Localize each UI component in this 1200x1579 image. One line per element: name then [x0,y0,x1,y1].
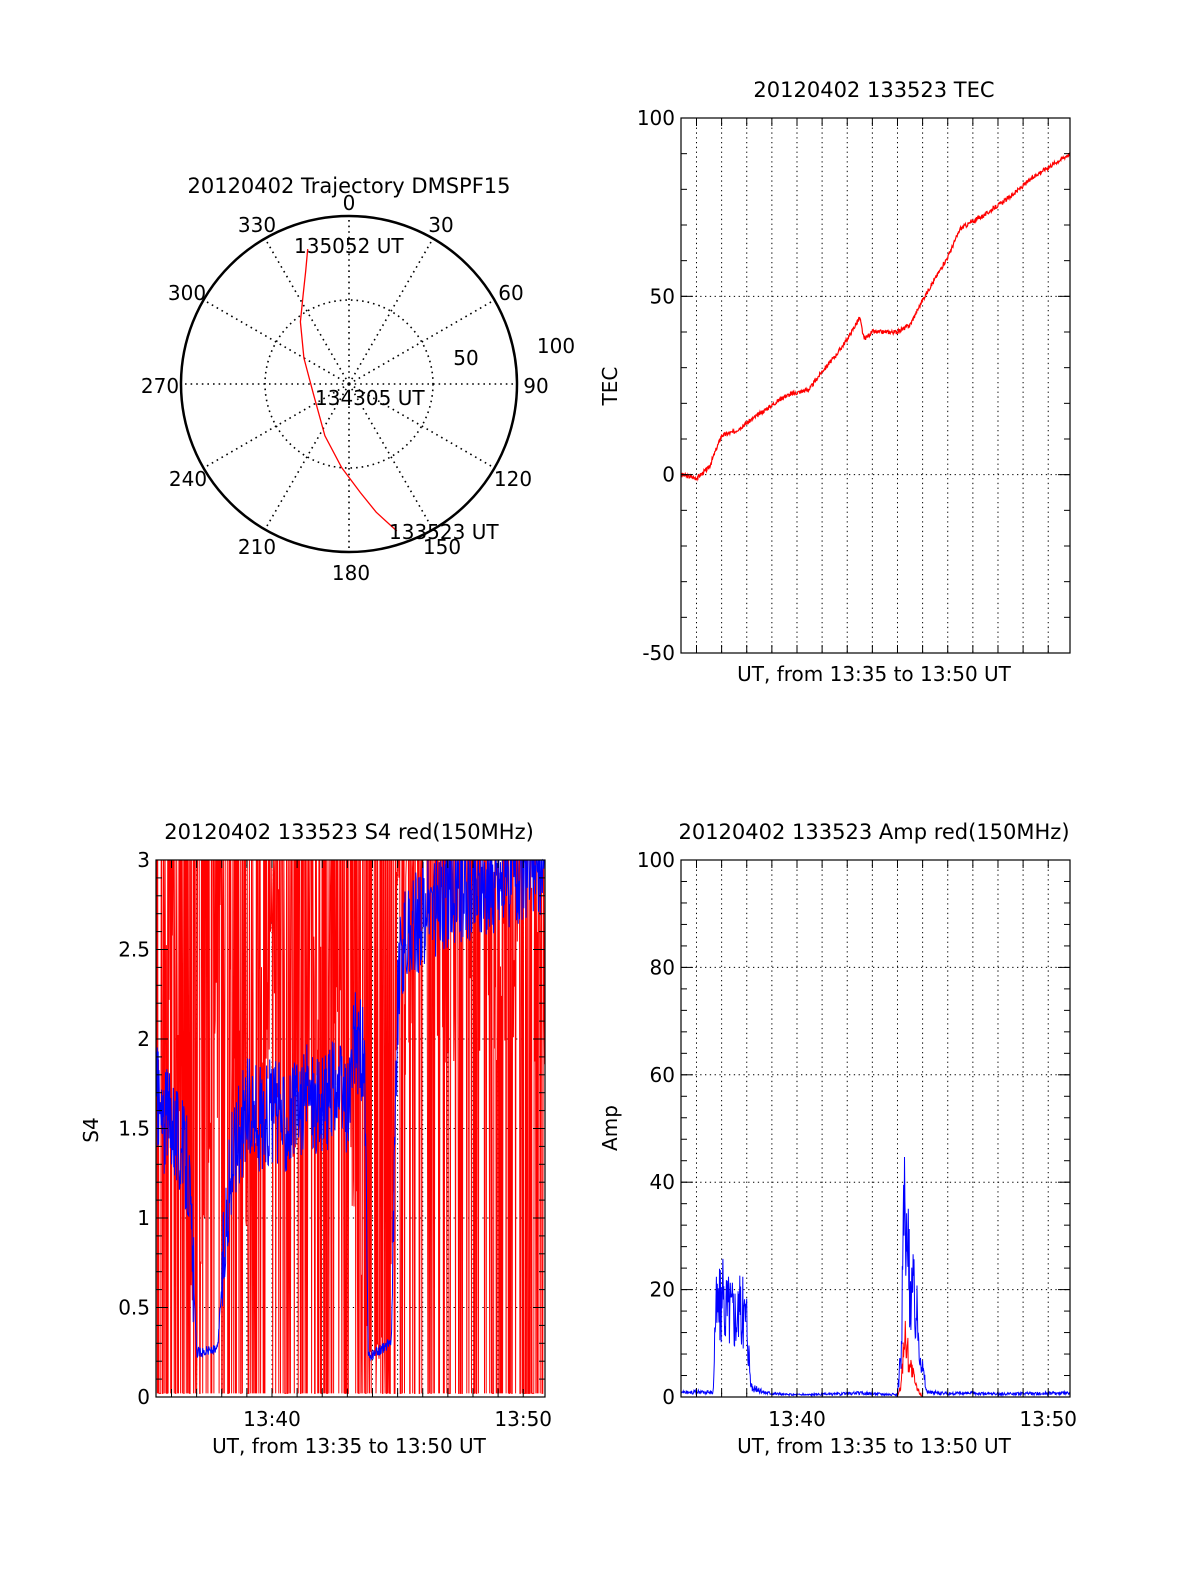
amp-series-primary [681,1320,1070,1398]
s4-y-tick-label: 1 [137,1206,150,1230]
azimuth-label-300: 300 [168,281,206,305]
polar-title: 20120402 Trajectory DMSPF15 [187,174,510,198]
radius-label-100: 100 [537,334,575,358]
tec-title: 20120402 133523 TEC [753,78,994,102]
amp-y-tick-label: 40 [650,1170,675,1194]
tec-plot-frame [680,117,1071,654]
tec-ticks [681,117,1070,654]
tec-y-tick-label: 100 [637,106,675,130]
s4-x-tick-label: 13:50 [494,1407,552,1431]
azimuth-label-90: 90 [523,374,548,398]
amp-y-tick-label: 100 [637,848,675,872]
s4-ticks [156,859,545,1398]
azimuth-label-0: 0 [343,191,356,215]
amp-x-tick-label: 13:50 [1019,1407,1077,1431]
trajectory-polar-chart: 20120402 Trajectory DMSPF15 0 30 60 90 1… [141,174,575,585]
polar-spoke [203,299,350,385]
tec-chart: 20120402 133523 TEC -50 0 50 100 UT, from 1… [598,78,1071,686]
azimuth-label-60: 60 [498,281,523,305]
tec-series-primary [680,151,1071,482]
tec-y-tick-label: -50 [642,641,675,665]
s4-series-primary [155,859,546,1394]
amp-title: 20120402 133523 Amp red(150MHz) [678,820,1069,844]
tec-ylabel: TEC [598,367,622,407]
s4-series [155,858,546,1394]
polar-spoke [264,383,350,530]
polar-spokes [181,216,517,552]
amp-xlabel: UT, from 13:35 to 13:50 UT [737,1434,1012,1458]
azimuth-label-270: 270 [141,374,179,398]
polar-spoke [348,238,434,385]
amp-y-tick-label: 80 [650,955,675,979]
trajectory-start-label: 133523 UT [389,520,499,544]
s4-y-tick-label: 3 [137,848,150,872]
amp-gridlines [681,860,1070,1397]
azimuth-label-180: 180 [332,561,370,585]
amp-tick-labels: 0 20 40 60 80 100 13:40 13:50 [637,848,1077,1431]
polar-spoke [348,383,495,469]
amp-ylabel: Amp [598,1105,622,1151]
s4-ylabel: S4 [79,1117,103,1142]
polar-spoke [203,383,350,469]
amp-y-tick-label: 60 [650,1063,675,1087]
s4-title: 20120402 133523 S4 red(150MHz) [164,820,534,844]
amp-ticks [681,859,1070,1398]
azimuth-label-120: 120 [494,467,532,491]
tec-gridlines [681,118,1070,653]
amp-series-secondary [680,1156,1071,1398]
amp-y-tick-label: 0 [662,1385,675,1409]
azimuth-label-330: 330 [238,213,276,237]
s4-y-tick-label: 0.5 [118,1296,150,1320]
s4-x-tick-label: 13:40 [243,1407,301,1431]
s4-y-tick-label: 0 [137,1385,150,1409]
polar-outer-circle [179,214,519,554]
s4-xlabel: UT, from 13:35 to 13:50 UT [212,1434,487,1458]
amp-series [680,1156,1071,1398]
tec-y-tick-label: 0 [662,463,675,487]
azimuth-label-210: 210 [238,535,276,559]
polar-spoke [348,299,495,385]
s4-chart: 20120402 133523 S4 red(150MHz) 0 0.5 1 1.5 2… [79,820,552,1458]
s4-y-tick-label: 2.5 [118,938,150,962]
trajectory-line [299,248,398,532]
s4-y-tick-label: 1.5 [118,1117,150,1141]
azimuth-label-150: 150 [423,535,461,559]
radius-label-50: 50 [453,346,478,370]
polar-spoke [264,238,350,385]
tec-xlabel: UT, from 13:35 to 13:50 UT [737,662,1012,686]
trajectory-mid-label: 134305 UT [315,386,425,410]
amp-y-tick-label: 20 [650,1278,675,1302]
tec-tick-labels: -50 0 50 100 [637,106,675,665]
azimuth-label-240: 240 [169,467,207,491]
azimuth-label-30: 30 [428,213,453,237]
tec-y-tick-label: 50 [650,284,675,308]
s4-y-tick-label: 2 [137,1027,150,1051]
amp-chart: 20120402 133523 Amp red(150MHz) 0 20 40 60 8… [598,820,1077,1458]
polar-spoke [348,383,434,530]
tec-series [680,151,1071,482]
s4-series-secondary [155,858,545,1362]
trajectory-end-label: 135052 UT [294,234,404,258]
s4-tick-labels: 0 0.5 1 1.5 2 2.5 3 13:40 13:50 [118,848,552,1431]
amp-plot-frame [680,859,1071,1398]
amp-x-tick-label: 13:40 [768,1407,826,1431]
